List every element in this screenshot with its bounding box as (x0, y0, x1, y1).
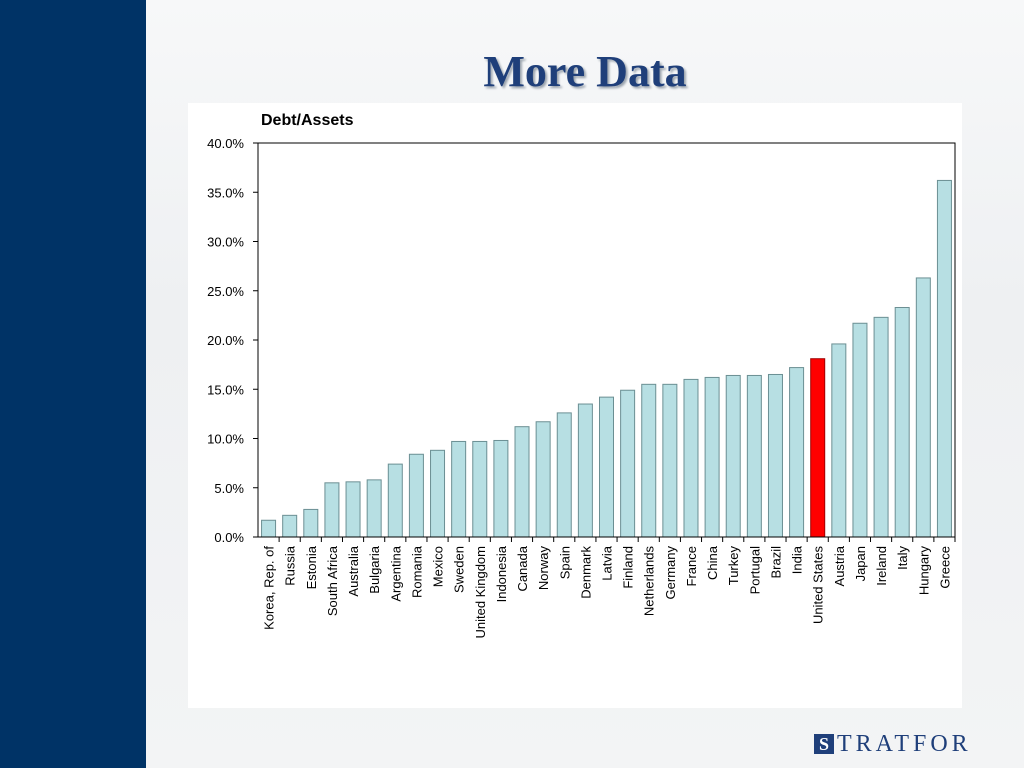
bar-indonesia (493, 439, 509, 538)
bar-france (683, 378, 699, 538)
x-tick-label: Ireland (874, 546, 889, 586)
bar-italy (894, 306, 910, 538)
logo-wordmark: TRATFOR (837, 730, 972, 757)
x-tick-label: Canada (515, 545, 530, 591)
bar-germany (662, 383, 678, 538)
x-tick-label: China (705, 545, 720, 580)
y-tick-label: 10.0% (207, 432, 244, 447)
x-tick-label: Latvia (600, 545, 615, 580)
bar-argentina (387, 463, 403, 538)
slide-title: More Data (483, 47, 687, 96)
bar-sweden (451, 440, 467, 538)
bar-ireland (873, 316, 889, 538)
y-tick-label: 0.0% (214, 530, 244, 545)
x-tick-label: France (684, 546, 699, 586)
x-tick-label: United Kingdom (473, 546, 488, 639)
x-tick-label: Argentina (388, 545, 403, 601)
bar-netherlands (641, 383, 657, 538)
x-tick-label: Spain (557, 546, 572, 579)
bar-united-states (810, 358, 826, 538)
bar-united-kingdom (472, 440, 488, 538)
bar-korea-rep-of (261, 519, 277, 538)
x-tick-label: South Africa (325, 545, 340, 616)
x-tick-label: Japan (853, 546, 868, 581)
x-axis: Korea, Rep. of Russia Estonia South Africa A… (262, 537, 956, 639)
x-tick-label: Turkey (726, 546, 741, 586)
bar-hungary (915, 277, 931, 538)
x-tick-label: Australia (346, 545, 361, 596)
x-tick-label: Indonesia (494, 545, 509, 602)
bar-finland (620, 389, 636, 538)
bar-estonia (303, 508, 319, 538)
x-tick-label: United States (811, 546, 826, 625)
x-tick-label: Estonia (304, 545, 319, 589)
bar-south-africa (324, 482, 340, 538)
x-tick-label: Italy (895, 546, 910, 570)
y-tick-label: 20.0% (207, 333, 244, 348)
bar-australia (345, 481, 361, 538)
x-tick-label: Hungary (916, 546, 931, 596)
plot-frame (257, 142, 956, 538)
y-tick-label: 30.0% (207, 235, 244, 250)
bar-norway (535, 421, 551, 538)
x-tick-label: Portugal (747, 546, 762, 595)
y-tick-label: 40.0% (207, 136, 244, 151)
x-tick-label: Bulgaria (367, 545, 382, 593)
x-tick-label: Russia (283, 545, 298, 586)
bar-portugal (746, 374, 762, 538)
bar-canada (514, 426, 530, 538)
stratfor-logo: S TRATFOR (814, 730, 972, 758)
x-tick-label: Austria (832, 545, 847, 586)
x-tick-label: Brazil (768, 546, 783, 579)
bar-russia (282, 514, 298, 538)
bar-japan (852, 322, 868, 538)
bars (261, 179, 952, 538)
x-tick-label: Sweden (452, 546, 467, 593)
logo-mark: S (814, 734, 834, 754)
x-tick-label: Norway (536, 546, 551, 591)
y-tick-label: 15.0% (207, 382, 244, 397)
x-tick-label: Korea, Rep. of (262, 546, 277, 630)
x-tick-label: Netherlands (642, 546, 657, 617)
x-tick-label: Germany (663, 546, 678, 600)
chart-panel: Debt/Assets 0.0% 5.0% 10.0% 15.0% 20.0% 25.0%… (188, 103, 962, 708)
y-tick-label: 25.0% (207, 284, 244, 299)
bar-denmark (577, 403, 593, 538)
x-tick-label: Finland (621, 546, 636, 589)
bar-spain (556, 412, 572, 538)
bar-austria (831, 343, 847, 538)
debt-assets-chart: Debt/Assets 0.0% 5.0% 10.0% 15.0% 20.0% 25.0%… (207, 112, 956, 639)
bar-bulgaria (366, 479, 382, 538)
bar-greece (936, 179, 952, 538)
bar-turkey (725, 374, 741, 538)
bar-mexico (430, 449, 446, 538)
bar-brazil (767, 373, 783, 538)
bar-india (789, 367, 805, 538)
chart-title: Debt/Assets (261, 112, 354, 129)
x-tick-label: Greece (937, 546, 952, 589)
bar-china (704, 376, 720, 538)
bar-latvia (599, 396, 614, 538)
y-axis: 0.0% 5.0% 10.0% 15.0% 20.0% 25.0% 30.0% 35.0% 40… (207, 136, 258, 545)
x-tick-label: Denmark (578, 546, 593, 599)
y-tick-label: 35.0% (207, 185, 244, 200)
left-color-band (0, 0, 146, 768)
x-tick-label: India (790, 545, 805, 574)
bar-romania (408, 453, 424, 538)
x-tick-label: Romania (409, 545, 424, 598)
x-tick-label: Mexico (431, 546, 446, 587)
y-tick-label: 5.0% (214, 481, 244, 496)
